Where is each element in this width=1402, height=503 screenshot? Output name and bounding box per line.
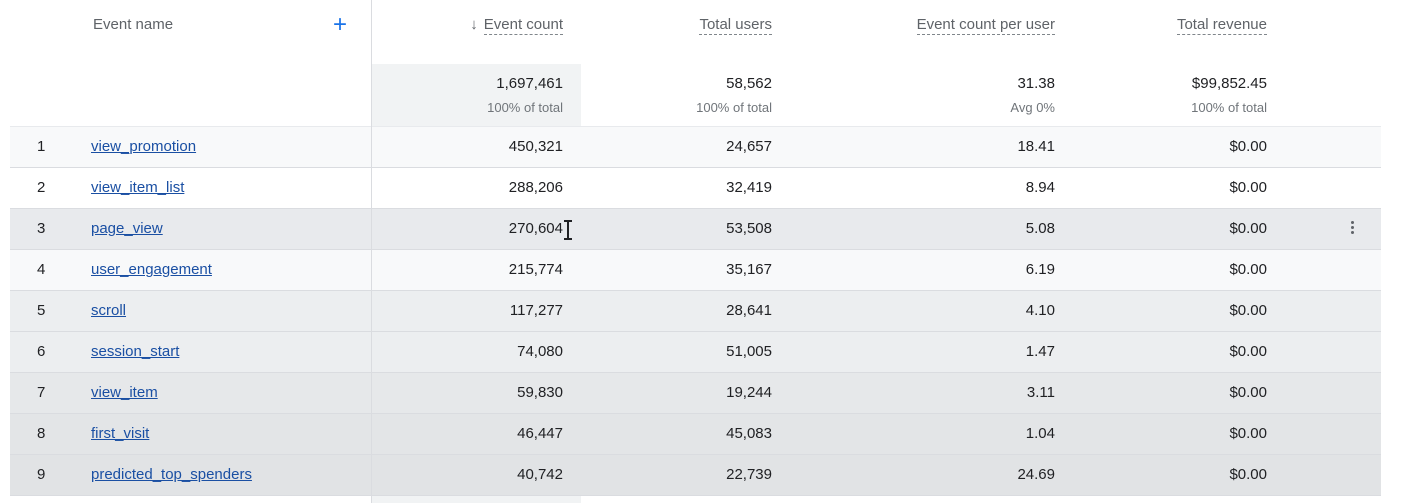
table-row[interactable]: 1 view_promotion 450,321 24,657 18.41 $0.00 — [10, 127, 1381, 168]
total-users-cell: 28,641 — [726, 302, 772, 319]
table-row[interactable]: 5 scroll 117,277 28,641 4.10 $0.00 — [10, 291, 1381, 332]
event-name-link[interactable]: view_promotion — [91, 138, 197, 155]
row-index: 9 — [37, 466, 46, 483]
total-users: 58,562 100% of total — [696, 64, 772, 115]
total-event-count-per-user-sub: Avg 0% — [1010, 100, 1055, 115]
total-event-count-value: 1,697,461 — [496, 75, 563, 92]
header-total-revenue-label: Total revenue — [1176, 16, 1267, 35]
total-revenue-cell: $0.00 — [1229, 384, 1267, 401]
table-row[interactable]: 6 session_start 74,080 51,005 1.47 $0.00 — [10, 332, 1381, 373]
total-users-cell: 22,739 — [726, 466, 772, 483]
event-name-link[interactable]: scroll — [91, 302, 127, 319]
total-event-count-per-user: 31.38 Avg 0% — [1010, 64, 1055, 115]
header-total-users-label: Total users — [699, 16, 772, 35]
header-total-revenue[interactable]: Total revenue — [1176, 16, 1267, 35]
table-row[interactable]: 9 predicted_top_spenders 40,742 22,739 24.69… — [10, 455, 1381, 496]
table-body: 1 view_promotion 450,321 24,657 18.41 $0.00 2 v… — [10, 127, 1381, 496]
total-event-count-sub: 100% of total — [487, 100, 563, 115]
event-name-link[interactable]: first_visit — [91, 425, 150, 442]
column-divider — [371, 0, 372, 503]
event-count-per-user-cell: 18.41 — [1017, 138, 1055, 155]
event-count-per-user-cell: 6.19 — [1025, 261, 1055, 278]
event-count-cell: 59,830 — [517, 384, 563, 401]
sort-descending-icon: ↓ — [470, 16, 478, 33]
total-event-count: 1,697,461 100% of total — [487, 64, 563, 115]
event-count-per-user-cell: 24.69 — [1017, 466, 1055, 483]
total-revenue-cell: $0.00 — [1229, 179, 1267, 196]
row-index: 6 — [37, 343, 46, 360]
event-name-link[interactable]: predicted_top_spenders — [91, 466, 252, 483]
event-name-link[interactable]: session_start — [91, 343, 180, 360]
header-event-count[interactable]: ↓ Event count — [470, 16, 563, 35]
event-count-cell: 74,080 — [517, 343, 563, 360]
more-options-icon[interactable] — [1347, 219, 1357, 239]
event-count-per-user-cell: 4.10 — [1025, 302, 1055, 319]
total-users-cell: 32,419 — [726, 179, 772, 196]
header-event-count-per-user-label: Event count per user — [916, 16, 1055, 35]
event-count-cell: 117,277 — [509, 302, 563, 319]
event-count-per-user-cell: 3.11 — [1026, 384, 1055, 401]
total-users-sub: 100% of total — [696, 100, 772, 115]
total-revenue: $99,852.45 100% of total — [1191, 64, 1267, 115]
total-revenue-sub: 100% of total — [1191, 100, 1267, 115]
total-users-cell: 45,083 — [726, 425, 772, 442]
total-event-count-per-user-value: 31.38 — [1017, 75, 1055, 92]
table-row[interactable]: 7 view_item 59,830 19,244 3.11 $0.00 — [10, 373, 1381, 414]
row-index: 5 — [37, 302, 46, 319]
text-cursor-icon — [564, 220, 572, 240]
row-index: 4 — [37, 261, 46, 278]
event-count-cell: 450,321 — [508, 138, 563, 155]
event-count-per-user-cell: 1.04 — [1025, 425, 1055, 442]
totals-row: 1,697,461 100% of total 58,562 100% of t… — [10, 64, 1381, 127]
total-revenue-cell: $0.00 — [1229, 302, 1267, 319]
event-name-link[interactable]: view_item — [91, 384, 158, 401]
event-count-per-user-cell: 1.47 — [1025, 343, 1055, 360]
event-name-link[interactable]: user_engagement — [91, 261, 212, 278]
events-table: Event name + ↓ Event count Total users Ev… — [10, 0, 1381, 503]
table-row[interactable]: 8 first_visit 46,447 45,083 1.04 $0.00 — [10, 414, 1381, 455]
header-event-name[interactable]: Event name — [93, 16, 174, 33]
total-revenue-cell: $0.00 — [1229, 425, 1267, 442]
total-revenue-cell: $0.00 — [1229, 138, 1267, 155]
total-users-cell: 24,657 — [726, 138, 772, 155]
total-revenue-cell: $0.00 — [1229, 466, 1267, 483]
total-revenue-value: $99,852.45 — [1191, 75, 1267, 92]
row-index: 7 — [37, 384, 46, 401]
header-event-count-label: Event count — [483, 16, 563, 35]
event-name-link[interactable]: page_view — [91, 220, 163, 237]
event-count-cell: 40,742 — [517, 466, 563, 483]
table-row[interactable]: 3 page_view 270,604 53,508 5.08 $0.00 — [10, 209, 1381, 250]
event-count-cell: 46,447 — [517, 425, 563, 442]
event-name-link[interactable]: view_item_list — [91, 179, 185, 196]
event-count-cell: 215,774 — [508, 261, 563, 278]
header-event-count-per-user[interactable]: Event count per user — [916, 16, 1055, 35]
table-row[interactable]: 4 user_engagement 215,774 35,167 6.19 $0.00 — [10, 250, 1381, 291]
total-users-value: 58,562 — [726, 75, 772, 92]
total-users-cell: 53,508 — [726, 220, 772, 237]
plus-icon: + — [332, 11, 347, 38]
event-count-per-user-cell: 8.94 — [1025, 179, 1055, 196]
row-index: 2 — [37, 179, 46, 196]
total-revenue-cell: $0.00 — [1229, 261, 1267, 278]
event-count-cell: 288,206 — [508, 179, 563, 196]
row-index: 8 — [37, 425, 46, 442]
total-users-cell: 35,167 — [726, 261, 772, 278]
total-users-cell: 51,005 — [726, 343, 772, 360]
table-row[interactable]: 2 view_item_list 288,206 32,419 8.94 $0.00 — [10, 168, 1381, 209]
add-dimension-button[interactable]: + — [329, 11, 351, 38]
total-revenue-cell: $0.00 — [1229, 343, 1267, 360]
table-header: Event name + ↓ Event count Total users Ev… — [10, 0, 1381, 64]
total-users-cell: 19,244 — [726, 384, 772, 401]
event-count-per-user-cell: 5.08 — [1025, 220, 1055, 237]
total-revenue-cell: $0.00 — [1229, 220, 1267, 237]
header-total-users[interactable]: Total users — [699, 16, 772, 35]
event-count-cell: 270,604 — [508, 220, 563, 237]
row-index: 1 — [37, 138, 46, 155]
row-index: 3 — [37, 220, 46, 237]
